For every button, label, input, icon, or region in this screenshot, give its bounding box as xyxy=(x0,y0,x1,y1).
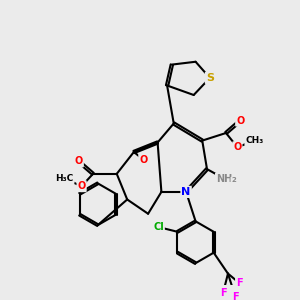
Text: H₃C: H₃C xyxy=(56,174,74,183)
Text: F: F xyxy=(220,288,226,298)
Text: O: O xyxy=(233,142,242,152)
Text: F: F xyxy=(232,292,239,300)
Text: S: S xyxy=(206,73,214,83)
Text: 2: 2 xyxy=(231,178,236,184)
Text: O: O xyxy=(75,157,83,166)
Text: N: N xyxy=(182,187,191,197)
Text: CH₃: CH₃ xyxy=(245,136,264,145)
Text: Cl: Cl xyxy=(153,222,164,232)
Text: O: O xyxy=(139,154,148,165)
Text: NH: NH xyxy=(216,174,232,184)
Text: O: O xyxy=(77,181,86,191)
Text: F: F xyxy=(236,278,243,288)
Text: O: O xyxy=(236,116,244,126)
